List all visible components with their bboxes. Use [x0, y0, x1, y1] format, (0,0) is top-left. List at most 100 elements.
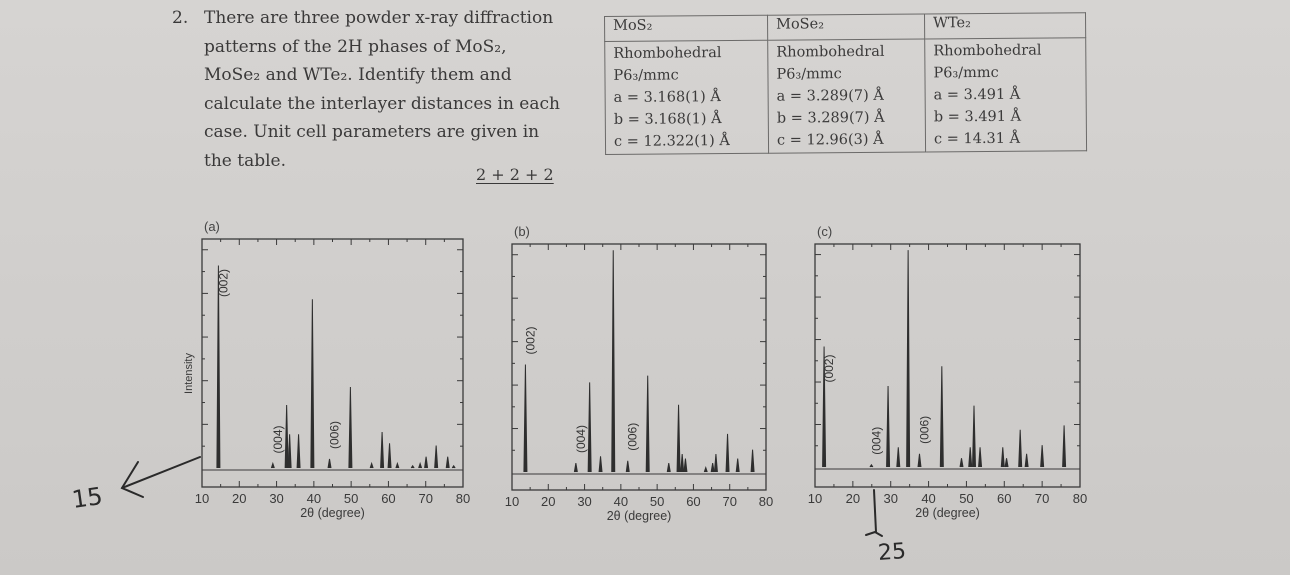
diffraction-peak	[380, 431, 385, 469]
x-tick-label: 10	[195, 491, 209, 506]
miller-index-label: (002)	[216, 269, 230, 297]
x-tick-label: 50	[344, 491, 358, 506]
diffraction-peak	[750, 449, 755, 473]
diffraction-peak	[735, 458, 740, 473]
question-line: the table.	[204, 150, 286, 171]
x-tick-label: 20	[846, 491, 860, 506]
diffraction-peak	[451, 464, 456, 469]
diffraction-peak	[424, 456, 429, 469]
x-tick-label: 60	[686, 494, 700, 509]
diffraction-peak	[710, 462, 715, 473]
diffraction-peak	[972, 405, 976, 468]
diffraction-peak	[310, 299, 315, 469]
diffraction-peak	[611, 250, 616, 473]
diffraction-peak	[939, 366, 944, 468]
diffraction-peak	[886, 385, 891, 468]
x-tick-label: 40	[614, 494, 628, 509]
question-line: case. Unit cell parameters are given in	[204, 122, 540, 142]
y-axis-title: Intensity	[183, 353, 195, 394]
x-tick-label: 80	[1073, 491, 1087, 506]
question-number: 2.	[172, 8, 189, 28]
diffraction-peak	[445, 456, 450, 469]
panel-label: (c)	[817, 224, 832, 239]
diffraction-peak	[822, 346, 827, 468]
x-tick-label: 80	[759, 494, 773, 509]
diffraction-peak	[1004, 458, 1009, 468]
diffraction-peak	[573, 462, 578, 473]
question-line: calculate the interlayer distances in ea…	[204, 93, 560, 114]
x-tick-label: 40	[921, 491, 935, 506]
x-axis-title: 2θ (degree)	[300, 506, 365, 520]
diffraction-peak	[387, 443, 392, 469]
diffraction-peak	[968, 447, 973, 468]
x-tick-label: 70	[1035, 491, 1049, 506]
diffraction-peak	[410, 464, 415, 469]
x-tick-label: 50	[959, 491, 973, 506]
diffraction-peak	[625, 460, 630, 473]
miller-index-label: (006)	[328, 421, 342, 449]
diffraction-peak	[434, 445, 439, 469]
miller-index-label: (002)	[523, 326, 537, 354]
miller-index-label: (006)	[626, 423, 640, 451]
diffraction-peak	[645, 375, 650, 473]
x-tick-label: 70	[418, 491, 432, 506]
x-tick-label: 60	[997, 491, 1011, 506]
x-tick-label: 40	[307, 491, 321, 506]
diffraction-peak	[523, 364, 528, 473]
diffraction-peak	[216, 265, 221, 469]
diffraction-peak	[395, 461, 400, 469]
handwritten-note-a: 15	[70, 482, 105, 514]
diffraction-peak	[1024, 453, 1029, 468]
diffraction-peak	[683, 458, 688, 473]
panel-label: (a)	[204, 219, 220, 234]
diffraction-peak	[676, 404, 681, 473]
arrow-annotation-a	[120, 456, 201, 498]
miller-index-label: (006)	[917, 416, 931, 444]
diffraction-peak	[896, 447, 901, 468]
miller-index-label: (004)	[574, 425, 588, 453]
diffraction-peak	[725, 433, 730, 473]
diffraction-peak	[270, 461, 275, 469]
x-tick-label: 50	[650, 494, 664, 509]
question-line: MoSe₂ and WTe₂. Identify them and	[204, 65, 512, 85]
question-line: There are three powder x-ray diffraction	[204, 8, 554, 28]
x-tick-label: 30	[883, 491, 897, 506]
x-tick-label: 10	[808, 491, 822, 506]
x-tick-label: 20	[541, 494, 555, 509]
x-tick-label: 80	[456, 491, 470, 506]
diffraction-peak	[287, 434, 292, 469]
x-axis-title: 2θ (degree)	[915, 506, 980, 520]
miller-index-label: (004)	[271, 425, 285, 453]
diffraction-peak	[869, 463, 874, 468]
diffraction-peak	[666, 462, 671, 473]
diffraction-peak	[587, 382, 592, 473]
diffraction-peak	[1062, 425, 1067, 468]
diffraction-peak	[418, 461, 423, 469]
x-tick-label: 20	[232, 491, 246, 506]
diffraction-peak	[1040, 445, 1045, 468]
miller-index-label: (004)	[869, 427, 883, 455]
x-tick-label: 30	[269, 491, 283, 506]
diffraction-peak	[284, 404, 289, 469]
diffraction-peak	[917, 453, 922, 468]
handwritten-note-c: 25	[877, 539, 907, 566]
panel-label: (b)	[514, 224, 530, 239]
x-tick-label: 70	[722, 494, 736, 509]
diffraction-peak	[703, 465, 708, 473]
diffraction-peak	[296, 434, 301, 469]
x-tick-label: 60	[381, 491, 395, 506]
diffraction-peak	[978, 447, 983, 468]
diffraction-peak	[369, 461, 374, 469]
diffraction-peak	[713, 454, 718, 473]
diffraction-peak	[327, 458, 332, 469]
diffraction-peak	[959, 458, 964, 468]
diffraction-peak	[1018, 429, 1023, 468]
x-tick-label: 30	[577, 494, 591, 509]
x-tick-label: 10	[505, 494, 519, 509]
miller-index-label: (002)	[822, 355, 836, 383]
diffraction-peak	[680, 454, 685, 473]
